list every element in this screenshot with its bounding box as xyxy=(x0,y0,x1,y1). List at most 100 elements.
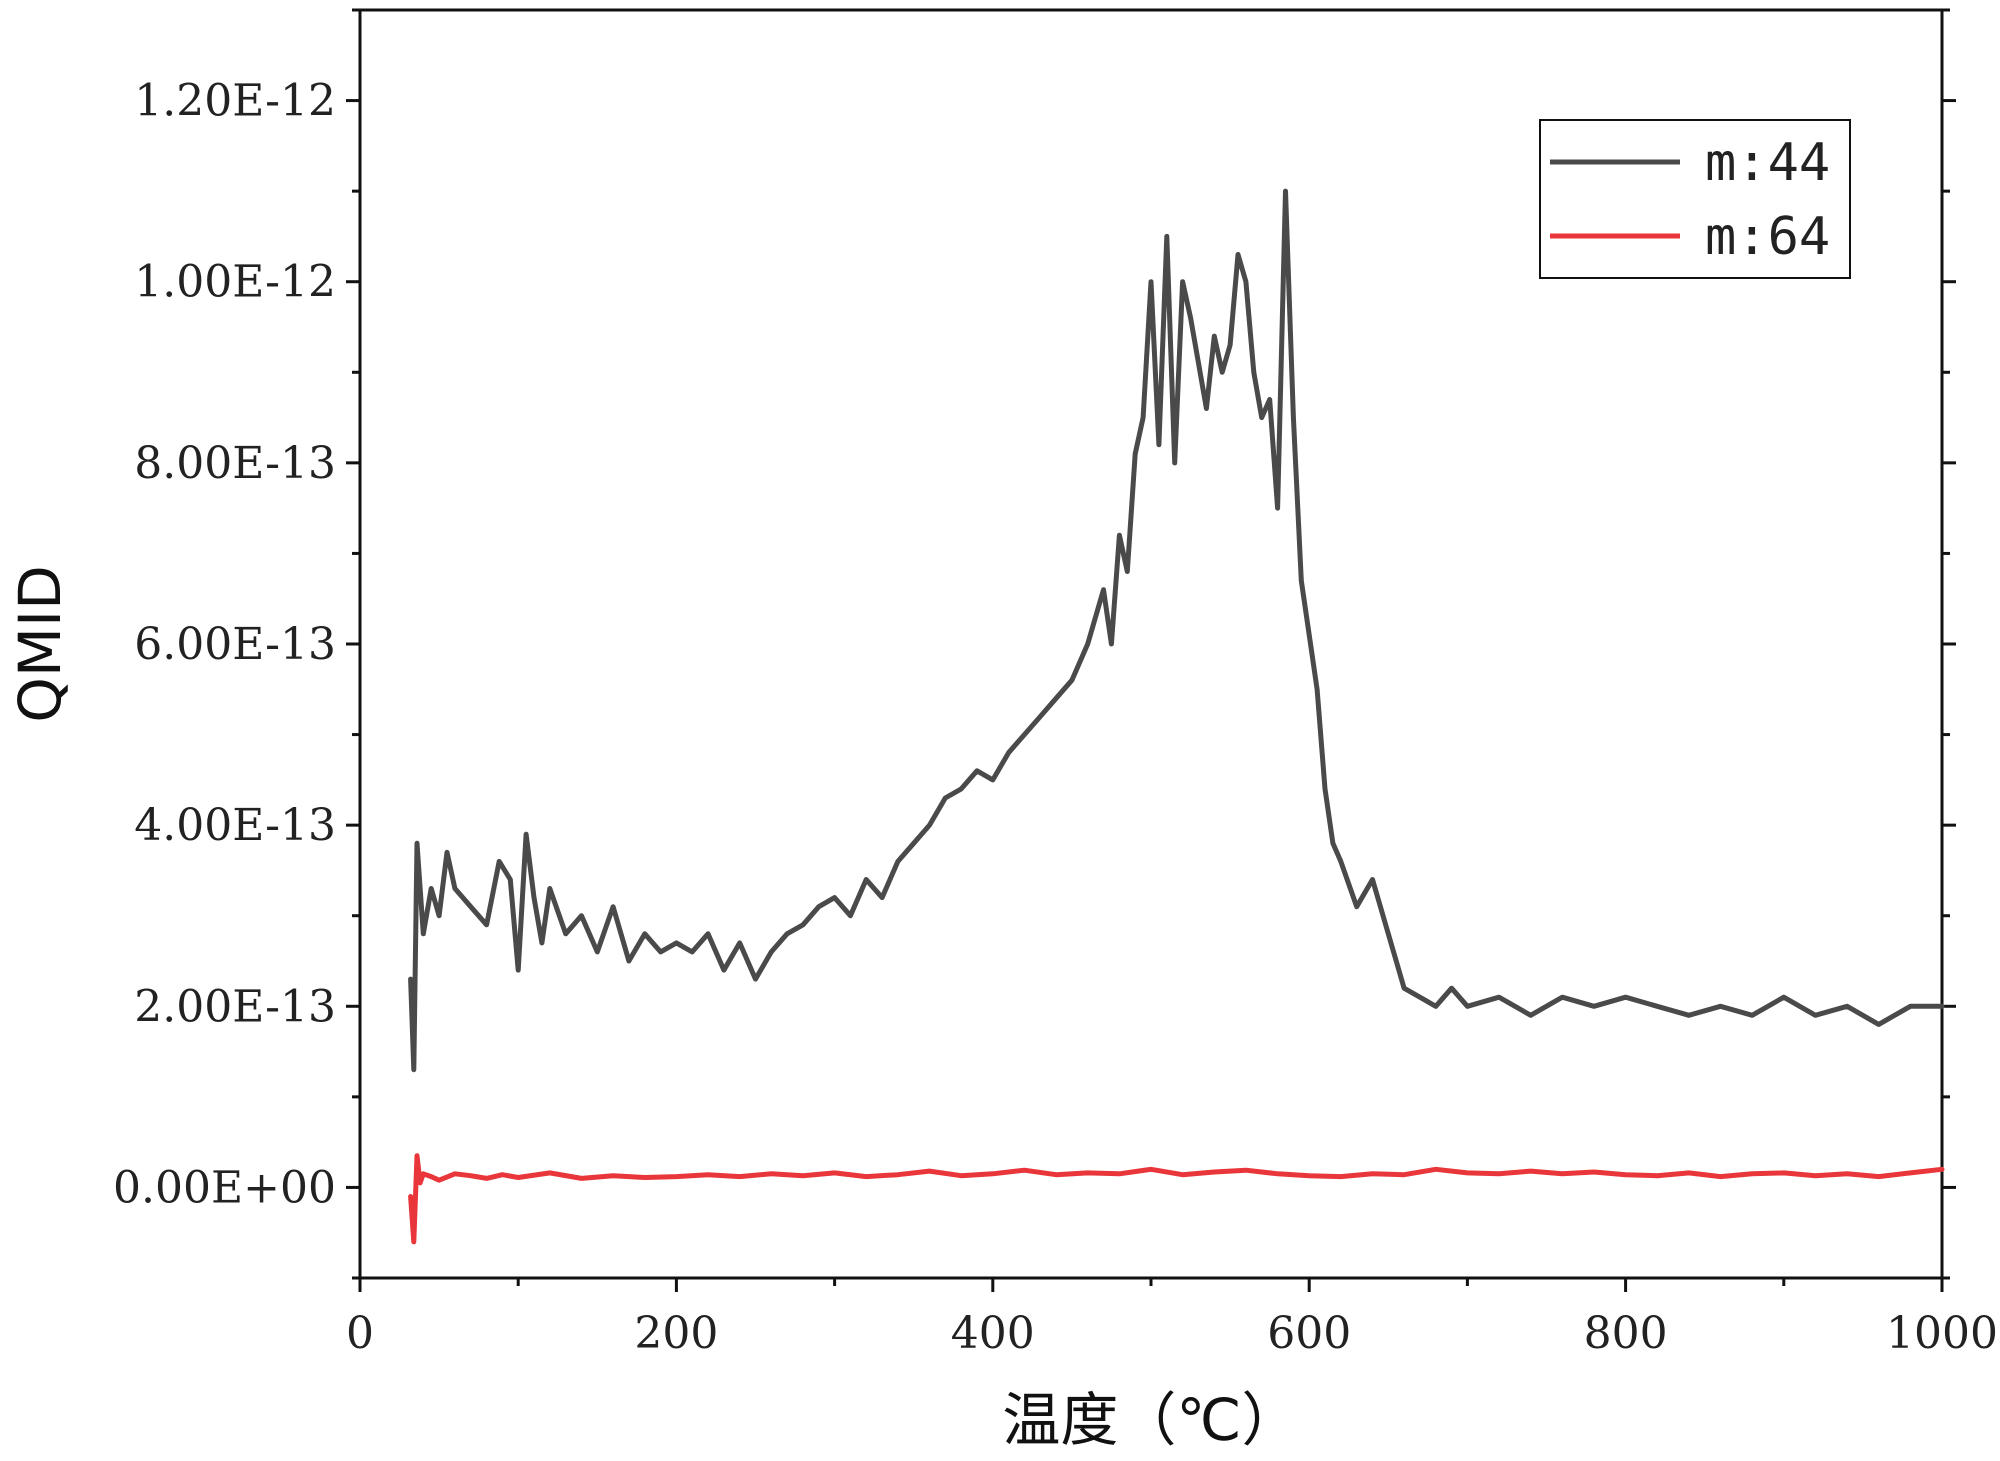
data-point xyxy=(1592,1170,1596,1174)
data-point xyxy=(817,905,821,909)
data-point xyxy=(524,832,528,836)
x-tick-label: 400 xyxy=(951,1308,1035,1359)
data-point xyxy=(1189,316,1193,320)
series-line-1 xyxy=(408,188,1945,1073)
data-point xyxy=(1315,687,1319,691)
data-point xyxy=(1465,1171,1469,1175)
y-tick-label: 8.00E-13 xyxy=(134,438,336,489)
data-point xyxy=(611,905,615,909)
y-axis-label: QMID xyxy=(6,565,74,722)
data-point xyxy=(896,859,900,863)
data-point xyxy=(1624,1173,1628,1177)
data-point xyxy=(508,878,512,881)
data-point xyxy=(445,850,449,854)
data-point xyxy=(1022,733,1026,737)
data-point xyxy=(706,1173,710,1177)
data-point xyxy=(1371,1172,1374,1176)
data-point xyxy=(1022,1168,1026,1172)
data-point xyxy=(1402,1173,1406,1177)
data-point xyxy=(1165,234,1169,238)
data-point xyxy=(1908,1171,1912,1175)
y-tick-label: 4.00E-13 xyxy=(134,800,336,851)
data-point xyxy=(516,968,520,972)
data-point xyxy=(1339,859,1343,863)
data-point xyxy=(943,796,947,800)
data-point xyxy=(1339,1175,1343,1179)
data-point xyxy=(415,841,419,845)
data-point xyxy=(991,1172,995,1176)
data-point xyxy=(1086,1171,1090,1175)
data-point xyxy=(1086,642,1090,646)
data-point xyxy=(643,1176,647,1179)
data-point xyxy=(1054,696,1058,700)
data-point xyxy=(437,1178,441,1182)
data-point xyxy=(516,1176,520,1179)
data-point xyxy=(1355,905,1359,909)
data-point xyxy=(1719,1175,1722,1179)
data-point xyxy=(1529,1169,1533,1173)
data-point xyxy=(548,1171,552,1175)
data-point xyxy=(540,941,544,945)
data-point xyxy=(1450,986,1454,990)
data-point xyxy=(1284,189,1287,193)
data-point xyxy=(1687,1013,1691,1017)
data-point xyxy=(1434,1167,1438,1171)
data-point xyxy=(1529,1013,1533,1017)
data-point xyxy=(1038,715,1042,718)
data-point xyxy=(1418,995,1422,999)
data-point xyxy=(801,1174,805,1178)
data-point xyxy=(706,932,710,936)
data-point xyxy=(1102,588,1105,592)
data-point xyxy=(1402,986,1406,990)
data-point xyxy=(928,1169,931,1173)
data-point xyxy=(959,787,963,791)
data-point xyxy=(690,950,694,954)
data-point xyxy=(415,1154,419,1158)
data-point xyxy=(769,950,773,954)
data-point xyxy=(453,887,457,890)
data-point xyxy=(1173,461,1177,465)
data-point xyxy=(500,1173,504,1177)
data-point xyxy=(1782,995,1786,999)
data-point xyxy=(1813,1013,1817,1017)
data-point xyxy=(1687,1171,1691,1175)
data-point xyxy=(1655,1004,1659,1008)
x-axis: 0 200 400 600 800 1000 xyxy=(346,1278,1998,1359)
data-point xyxy=(1204,407,1208,410)
data-point xyxy=(674,941,678,945)
data-point xyxy=(1109,642,1113,646)
data-point xyxy=(833,896,837,900)
data-point xyxy=(1434,1004,1438,1008)
data-point xyxy=(801,923,805,927)
x-tick-label: 1000 xyxy=(1886,1308,1998,1359)
data-point xyxy=(1236,253,1240,256)
y-tick-label: 6.00E-13 xyxy=(134,619,336,670)
y-tick-label: 1.00E-12 xyxy=(134,257,336,308)
data-point xyxy=(1117,1172,1121,1176)
data-point xyxy=(453,1172,457,1176)
data-point xyxy=(1149,1167,1153,1171)
data-point xyxy=(1220,370,1224,374)
x-axis-label: 温度（℃） xyxy=(1002,1386,1299,1454)
data-point xyxy=(991,778,995,782)
data-point xyxy=(412,1240,416,1244)
data-point xyxy=(1845,1172,1849,1176)
data-point xyxy=(880,896,884,900)
data-point xyxy=(580,914,583,918)
data-point xyxy=(1307,633,1311,637)
data-point xyxy=(1007,751,1011,755)
data-point xyxy=(1750,1172,1754,1176)
x-tick-label: 0 xyxy=(346,1308,374,1359)
data-point xyxy=(409,977,413,981)
data-point xyxy=(1299,579,1303,583)
data-point xyxy=(1845,1004,1849,1008)
data-point xyxy=(1940,1167,1944,1171)
data-point xyxy=(580,1176,583,1180)
series-layer xyxy=(408,188,1945,1245)
data-point xyxy=(1228,343,1232,347)
data-point xyxy=(1133,452,1137,456)
data-point xyxy=(959,1174,963,1178)
data-point xyxy=(1197,361,1200,365)
x-tick-label: 600 xyxy=(1267,1308,1351,1359)
data-point xyxy=(896,1173,900,1177)
